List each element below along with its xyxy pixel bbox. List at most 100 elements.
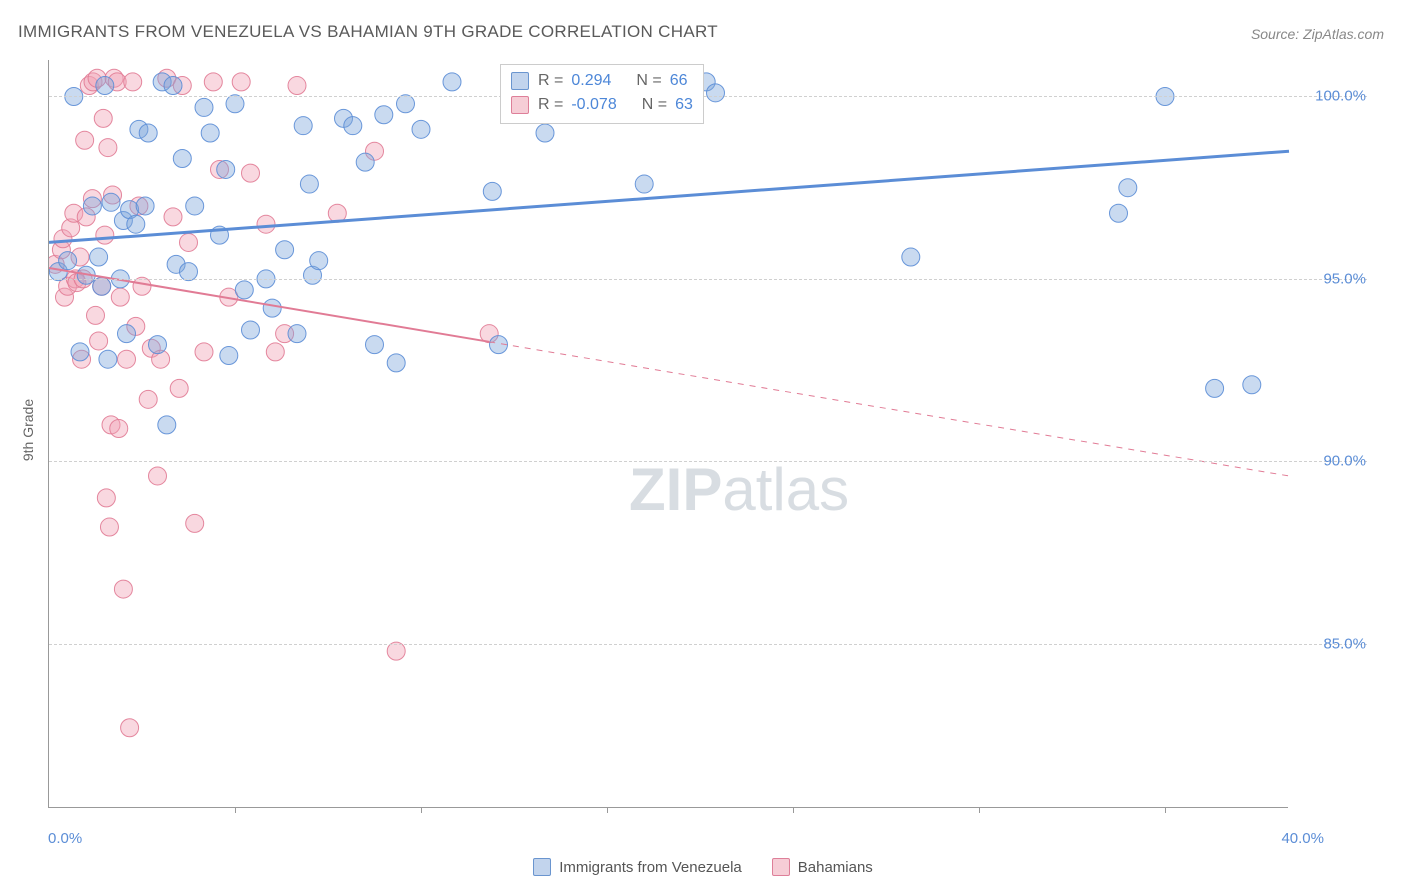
scatter-point — [217, 160, 235, 178]
scatter-point — [300, 175, 318, 193]
scatter-point — [387, 642, 405, 660]
scatter-point — [707, 84, 725, 102]
scatter-point — [124, 73, 142, 91]
scatter-point — [186, 197, 204, 215]
scatter-point — [97, 489, 115, 507]
scatter-point — [375, 106, 393, 124]
swatch-blue-icon — [511, 72, 529, 90]
stat-row-series-1: R = 0.294 N = 66 — [511, 69, 693, 93]
scatter-point — [288, 77, 306, 95]
ytick-label: 100.0% — [1296, 88, 1366, 105]
legend-item-2: Bahamians — [772, 858, 873, 876]
scatter-point — [257, 215, 275, 233]
scatter-point — [127, 215, 145, 233]
legend-item-1: Immigrants from Venezuela — [533, 858, 742, 876]
scatter-point — [180, 263, 198, 281]
scatter-point — [263, 299, 281, 317]
ytick-label: 95.0% — [1296, 270, 1366, 287]
scatter-point — [366, 336, 384, 354]
scatter-point — [111, 288, 129, 306]
scatter-point — [149, 336, 167, 354]
scatter-point — [204, 73, 222, 91]
scatter-point — [164, 77, 182, 95]
scatter-point — [310, 252, 328, 270]
scatter-point — [99, 350, 117, 368]
trend-line-extrapolated — [489, 342, 1289, 476]
scatter-point — [276, 241, 294, 259]
xtick — [1165, 807, 1166, 813]
scatter-point — [114, 580, 132, 598]
scatter-point — [118, 350, 136, 368]
scatter-point — [121, 719, 139, 737]
scatter-point — [180, 233, 198, 251]
r-value-2: -0.078 — [571, 93, 616, 117]
source-attribution: Source: ZipAtlas.com — [1251, 26, 1384, 42]
bottom-legend: Immigrants from Venezuela Bahamians — [0, 858, 1406, 876]
scatter-point — [71, 343, 89, 361]
scatter-point — [93, 277, 111, 295]
scatter-point — [110, 420, 128, 438]
scatter-point — [186, 514, 204, 532]
scatter-point — [99, 139, 117, 157]
y-axis-label: 9th Grade — [20, 399, 36, 461]
n-label: N = — [642, 93, 667, 117]
scatter-point — [536, 124, 554, 142]
scatter-point — [83, 197, 101, 215]
ytick-label: 85.0% — [1296, 635, 1366, 652]
scatter-point — [356, 153, 374, 171]
scatter-point — [397, 95, 415, 113]
scatter-point — [170, 379, 188, 397]
gridline — [49, 644, 1367, 645]
scatter-point — [96, 77, 114, 95]
scatter-point — [173, 150, 191, 168]
scatter-point — [100, 518, 118, 536]
scatter-point — [118, 325, 136, 343]
scatter-point — [195, 343, 213, 361]
scatter-point — [443, 73, 461, 91]
chart-title: IMMIGRANTS FROM VENEZUELA VS BAHAMIAN 9T… — [18, 22, 718, 42]
xtick-label-max: 40.0% — [1281, 830, 1324, 847]
scatter-point — [232, 73, 250, 91]
r-label: R = — [538, 93, 563, 117]
scatter-point — [139, 390, 157, 408]
plot-area: ZIPatlas 85.0%90.0%95.0%100.0% — [48, 60, 1288, 808]
scatter-point — [387, 354, 405, 372]
scatter-point — [1119, 179, 1137, 197]
gridline — [49, 96, 1367, 97]
scatter-point — [133, 277, 151, 295]
scatter-point — [1110, 204, 1128, 222]
xtick — [607, 807, 608, 813]
n-value-1: 66 — [670, 69, 688, 93]
xtick — [235, 807, 236, 813]
scatter-point — [136, 197, 154, 215]
scatter-point — [87, 306, 105, 324]
swatch-pink-icon — [772, 858, 790, 876]
scatter-point — [226, 95, 244, 113]
scatter-point — [90, 248, 108, 266]
scatter-point — [164, 208, 182, 226]
scatter-point — [76, 131, 94, 149]
scatter-point — [158, 416, 176, 434]
stat-row-series-2: R = -0.078 N = 63 — [511, 93, 693, 117]
scatter-point — [902, 248, 920, 266]
ytick-label: 90.0% — [1296, 453, 1366, 470]
scatter-point — [288, 325, 306, 343]
xtick — [421, 807, 422, 813]
scatter-point — [102, 193, 120, 211]
swatch-pink-icon — [511, 96, 529, 114]
r-value-1: 0.294 — [571, 69, 611, 93]
n-label: N = — [636, 69, 661, 93]
scatter-point — [235, 281, 253, 299]
scatter-point — [1206, 379, 1224, 397]
scatter-point — [412, 120, 430, 138]
scatter-point — [1243, 376, 1261, 394]
scatter-point — [96, 226, 114, 244]
swatch-blue-icon — [533, 858, 551, 876]
scatter-point — [149, 467, 167, 485]
scatter-point — [94, 109, 112, 127]
scatter-point — [195, 98, 213, 116]
scatter-point — [242, 321, 260, 339]
trend-line — [49, 151, 1289, 242]
scatter-point — [90, 332, 108, 350]
scatter-point — [139, 124, 157, 142]
